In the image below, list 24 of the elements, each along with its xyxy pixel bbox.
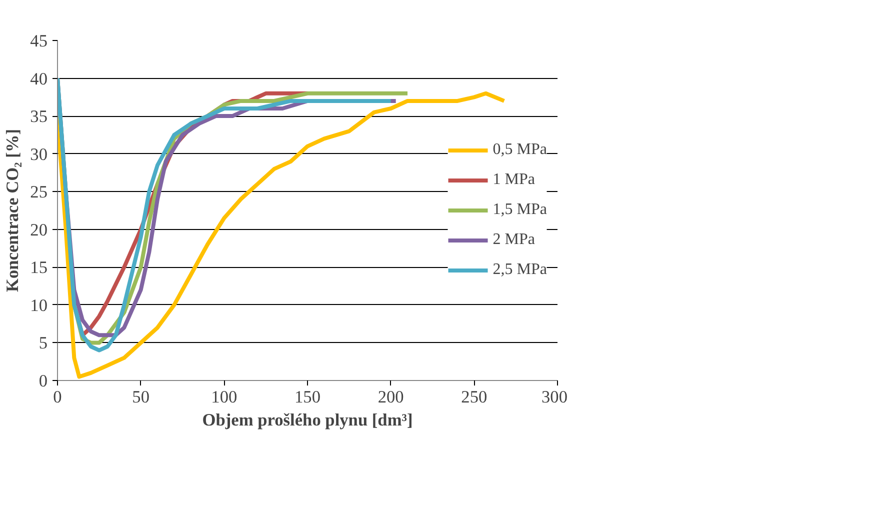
x-tick-label: 200 bbox=[378, 388, 404, 406]
x-tick-label: 100 bbox=[211, 388, 238, 406]
x-axis-title: Objem prošlého plynu [dm³] bbox=[202, 410, 413, 430]
y-axis-title: Koncentrace CO₂ [%] bbox=[3, 128, 22, 292]
y-tick-label: 5 bbox=[38, 334, 48, 353]
legend-label: 1 MPa bbox=[492, 171, 535, 189]
legend-label: 0,5 MPa bbox=[492, 141, 547, 159]
y-tick-label: 10 bbox=[30, 296, 48, 315]
y-tick-label: 0 bbox=[38, 372, 48, 390]
y-tick-label: 20 bbox=[30, 220, 48, 240]
x-tick-label: 50 bbox=[132, 388, 150, 406]
y-tick-label: 40 bbox=[30, 69, 48, 88]
legend-label: 2,5 MPa bbox=[492, 261, 547, 279]
x-tick-label: 0 bbox=[53, 388, 62, 406]
x-tick-label: 250 bbox=[461, 388, 488, 406]
legend-label: 1,5 MPa bbox=[492, 201, 547, 219]
y-tick-label: 45 bbox=[30, 32, 48, 50]
x-tick-label: 300 bbox=[542, 388, 568, 406]
y-tick-label: 15 bbox=[30, 258, 48, 278]
x-tick-label: 150 bbox=[294, 388, 321, 406]
y-tick-label: 30 bbox=[30, 144, 48, 164]
y-tick-label: 35 bbox=[30, 107, 48, 126]
legend-label: 2 MPa bbox=[492, 231, 535, 249]
y-tick-label: 25 bbox=[30, 182, 48, 202]
